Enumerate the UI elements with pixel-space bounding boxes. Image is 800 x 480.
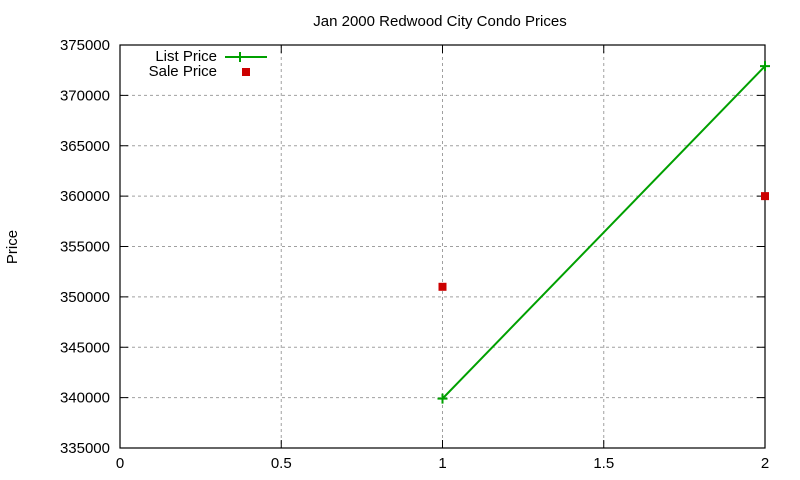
y-tick-label: 350000 xyxy=(60,289,110,306)
y-axis-ticks: 335000 340000 345000 350000 355000 360000 3650… xyxy=(60,37,765,457)
sale-price-point xyxy=(761,192,769,201)
chart-title: Jan 2000 Redwood City Condo Prices xyxy=(313,13,566,30)
x-axis-ticks: 0 0.5 1 1.5 2 xyxy=(116,45,769,472)
y-tick-label: 365000 xyxy=(60,138,110,155)
legend-label-list-price: List Price xyxy=(155,48,217,65)
list-price-line xyxy=(441,65,766,400)
list-price-point xyxy=(760,61,770,72)
x-tick-label: 2 xyxy=(761,455,769,472)
y-axis-label: Price xyxy=(4,230,21,264)
legend: List Price Sale Price xyxy=(149,48,267,80)
legend-label-sale-price: Sale Price xyxy=(149,63,217,80)
x-tick-label: 1 xyxy=(438,455,446,472)
y-tick-label: 355000 xyxy=(60,239,110,256)
y-tick-label: 345000 xyxy=(60,339,110,356)
y-tick-label: 370000 xyxy=(60,87,110,104)
x-tick-label: 0 xyxy=(116,455,124,472)
y-tick-label: 340000 xyxy=(60,390,110,407)
y-tick-label: 335000 xyxy=(60,440,110,457)
data-series xyxy=(437,61,770,404)
sale-price-point xyxy=(438,282,447,291)
legend-cross-icon xyxy=(235,52,245,62)
x-tick-label: 0.5 xyxy=(271,455,292,472)
y-tick-label: 375000 xyxy=(60,37,110,54)
x-tick-label: 1.5 xyxy=(593,455,614,472)
list-price-point xyxy=(437,393,448,404)
legend-square-icon xyxy=(242,68,250,76)
y-tick-label: 360000 xyxy=(60,188,110,205)
grid-lines xyxy=(120,45,765,448)
